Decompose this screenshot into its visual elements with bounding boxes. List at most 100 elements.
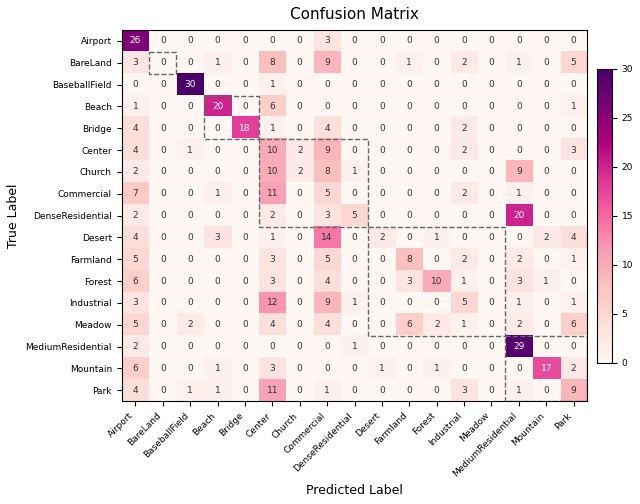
- Text: 0: 0: [406, 298, 412, 307]
- Text: 4: 4: [132, 124, 138, 133]
- X-axis label: Predicted Label: Predicted Label: [306, 484, 403, 497]
- Text: 2: 2: [434, 321, 440, 329]
- Text: 0: 0: [297, 342, 303, 351]
- Text: 2: 2: [379, 233, 385, 242]
- Text: 0: 0: [160, 342, 166, 351]
- Text: 0: 0: [461, 102, 467, 111]
- Text: 5: 5: [351, 211, 357, 220]
- Text: 2: 2: [516, 321, 522, 329]
- Text: 1: 1: [351, 298, 357, 307]
- Text: 0: 0: [379, 80, 385, 89]
- Text: 0: 0: [571, 277, 577, 286]
- Text: 0: 0: [488, 167, 494, 176]
- Text: 0: 0: [351, 321, 357, 329]
- Text: 0: 0: [160, 36, 166, 45]
- Text: 3: 3: [461, 386, 467, 395]
- Text: 0: 0: [242, 255, 248, 264]
- Text: 0: 0: [351, 102, 357, 111]
- Text: 0: 0: [351, 58, 357, 68]
- Text: 3: 3: [132, 58, 138, 68]
- Text: 0: 0: [297, 190, 303, 198]
- Text: 6: 6: [406, 321, 412, 329]
- Text: 3: 3: [406, 277, 412, 286]
- Text: 0: 0: [188, 58, 193, 68]
- Text: 0: 0: [406, 80, 412, 89]
- Text: 0: 0: [379, 277, 385, 286]
- Text: 0: 0: [571, 342, 577, 351]
- Text: 3: 3: [324, 211, 330, 220]
- Text: 0: 0: [379, 298, 385, 307]
- Text: 20: 20: [513, 211, 525, 220]
- Text: 0: 0: [434, 36, 440, 45]
- Text: 0: 0: [379, 211, 385, 220]
- Text: 0: 0: [242, 233, 248, 242]
- Text: 1: 1: [571, 255, 577, 264]
- Text: 9: 9: [571, 386, 577, 395]
- Text: 0: 0: [488, 255, 494, 264]
- Text: 0: 0: [160, 255, 166, 264]
- Text: 0: 0: [543, 102, 549, 111]
- Text: 0: 0: [461, 342, 467, 351]
- Text: 0: 0: [297, 364, 303, 373]
- Text: 0: 0: [488, 298, 494, 307]
- Text: 0: 0: [351, 80, 357, 89]
- Text: 8: 8: [406, 255, 412, 264]
- Text: 1: 1: [406, 58, 412, 68]
- Text: 1: 1: [434, 233, 440, 242]
- Text: 0: 0: [214, 255, 220, 264]
- Text: 8: 8: [269, 58, 275, 68]
- Text: 0: 0: [488, 58, 494, 68]
- Text: 0: 0: [351, 190, 357, 198]
- Text: 0: 0: [434, 190, 440, 198]
- Text: 0: 0: [160, 298, 166, 307]
- Text: 0: 0: [488, 342, 494, 351]
- Text: 2: 2: [461, 146, 467, 155]
- Text: 0: 0: [214, 36, 220, 45]
- Text: 1: 1: [543, 277, 549, 286]
- Text: 4: 4: [324, 124, 330, 133]
- Text: 0: 0: [488, 386, 494, 395]
- Text: 10: 10: [431, 277, 442, 286]
- Text: 0: 0: [242, 298, 248, 307]
- Text: 9: 9: [516, 167, 522, 176]
- Text: 2: 2: [132, 167, 138, 176]
- Text: 0: 0: [269, 342, 275, 351]
- Text: 0: 0: [351, 36, 357, 45]
- Text: 9: 9: [324, 58, 330, 68]
- Text: 0: 0: [488, 233, 494, 242]
- Text: 0: 0: [434, 342, 440, 351]
- Text: 0: 0: [160, 124, 166, 133]
- Text: 0: 0: [488, 211, 494, 220]
- Text: 4: 4: [571, 233, 577, 242]
- Text: 9: 9: [324, 298, 330, 307]
- Text: 0: 0: [160, 58, 166, 68]
- Text: 0: 0: [516, 102, 522, 111]
- Text: 8: 8: [324, 167, 330, 176]
- Text: 0: 0: [297, 233, 303, 242]
- Text: 0: 0: [379, 255, 385, 264]
- Text: 26: 26: [130, 36, 141, 45]
- Text: 0: 0: [516, 36, 522, 45]
- Text: 0: 0: [543, 58, 549, 68]
- Text: 0: 0: [242, 190, 248, 198]
- Text: 0: 0: [160, 102, 166, 111]
- Text: 0: 0: [242, 211, 248, 220]
- Text: 0: 0: [434, 167, 440, 176]
- Text: 1: 1: [516, 58, 522, 68]
- Text: 0: 0: [461, 167, 467, 176]
- Text: 0: 0: [297, 124, 303, 133]
- Text: 10: 10: [267, 146, 278, 155]
- Text: 0: 0: [379, 190, 385, 198]
- Text: 29: 29: [513, 342, 525, 351]
- Text: 0: 0: [242, 364, 248, 373]
- Text: 0: 0: [188, 124, 193, 133]
- Text: 0: 0: [406, 102, 412, 111]
- Text: 6: 6: [269, 102, 275, 111]
- Text: 1: 1: [461, 321, 467, 329]
- Text: 3: 3: [132, 298, 138, 307]
- Text: 0: 0: [516, 124, 522, 133]
- Text: 0: 0: [434, 58, 440, 68]
- Text: 0: 0: [214, 80, 220, 89]
- Text: 30: 30: [184, 80, 196, 89]
- Text: 0: 0: [571, 36, 577, 45]
